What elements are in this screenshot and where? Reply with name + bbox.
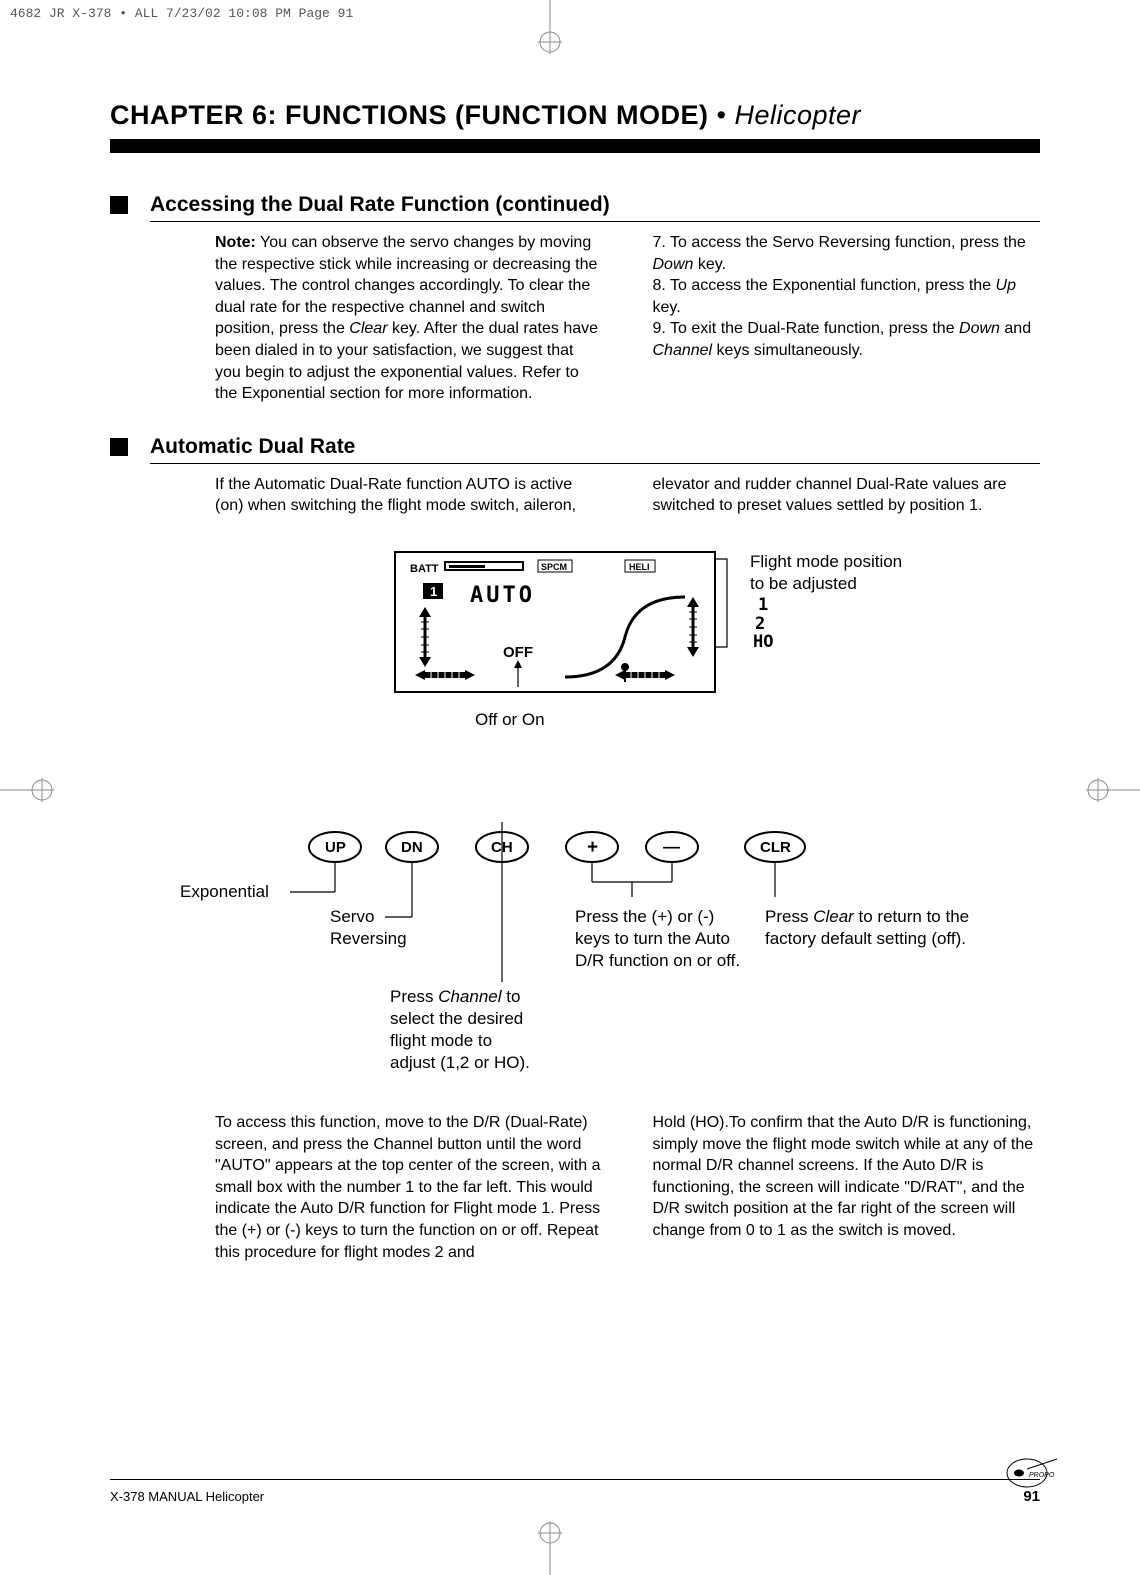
button-dn: DN — [401, 839, 423, 856]
section-2-intro: If the Automatic Dual-Rate function AUTO… — [215, 474, 1040, 517]
lcd-callout-off: Off or On — [475, 710, 545, 729]
step-9a: 9. To exit the Dual-Rate function, press… — [653, 320, 960, 337]
section-1-rule — [150, 221, 1040, 222]
crop-mark-bottom — [510, 1515, 590, 1575]
callout-channel-group: Press Channel to select the desired flig… — [390, 987, 530, 1072]
button-up: UP — [325, 839, 346, 856]
section-1-left-col: Note: You can observe the servo changes … — [215, 232, 603, 405]
section-2-rule — [150, 463, 1040, 464]
lcd-num-box: 1 — [430, 584, 437, 599]
button-diagram-svg: UP DN CH + — CLR Exponential Servo Rever… — [140, 792, 1010, 1072]
callout-servo-1: Servo — [330, 907, 374, 926]
svg-text:Press Channel to: Press Channel to — [390, 987, 520, 1006]
button-plus: + — [587, 837, 598, 858]
lcd-spcm: SPCM — [541, 562, 567, 572]
svg-text:D/R function on or off.: D/R function on or off. — [575, 951, 740, 970]
step-7-down: Down — [653, 256, 694, 273]
crop-mark-right — [1080, 750, 1140, 830]
bottom-right-col: Hold (HO).To confirm that the Auto D/R i… — [653, 1112, 1041, 1263]
chapter-title-bold: CHAPTER 6: FUNCTIONS (FUNCTION MODE) — [110, 100, 708, 130]
section-2-intro-left: If the Automatic Dual-Rate function AUTO… — [215, 474, 603, 517]
step-9b: and — [1000, 320, 1031, 337]
lcd-right-stick — [687, 597, 699, 657]
lcd-diagram: BATT SPCM HELI 1 AUTO — [110, 547, 1040, 772]
bottom-left-col: To access this function, move to the D/R… — [215, 1112, 603, 1263]
callout-ch-a: Press — [390, 987, 438, 1006]
callout-clr-group: Press Clear to return to the factory def… — [765, 907, 969, 948]
lcd-fm-2: 2 — [755, 614, 765, 634]
section-1-heading: Accessing the Dual Rate Function (contin… — [150, 193, 1040, 217]
note-clear-key: Clear — [349, 320, 387, 337]
section-2-intro-right: elevator and rudder channel Dual-Rate va… — [653, 474, 1041, 517]
button-minus: — — [663, 837, 680, 856]
lcd-batt: BATT — [410, 563, 439, 575]
svg-text:keys to turn the Auto: keys to turn the Auto — [575, 929, 730, 948]
callout-clr-ital: Clear — [813, 907, 855, 926]
step-9-down: Down — [959, 320, 1000, 337]
step-8-up: Up — [996, 277, 1016, 294]
step-8b: key. — [653, 299, 681, 316]
step-7b: key. — [693, 256, 726, 273]
chapter-title: CHAPTER 6: FUNCTIONS (FUNCTION MODE) • H… — [110, 100, 1040, 131]
lcd-auto: AUTO — [470, 583, 535, 608]
crop-mark-top — [510, 0, 590, 60]
step-9c: keys simultaneously. — [712, 342, 863, 359]
callout-ch-ital: Channel — [438, 987, 503, 1006]
chapter-divider-bar — [110, 139, 1040, 153]
lcd-svg: BATT SPCM HELI 1 AUTO — [215, 547, 935, 772]
page-footer: X-378 MANUAL Helicopter 91 — [110, 1479, 1040, 1505]
svg-text:PROPO: PROPO — [1029, 1472, 1055, 1479]
button-clr: CLR — [760, 839, 791, 856]
svg-text:adjust (1,2 or HO).: adjust (1,2 or HO). — [390, 1053, 530, 1072]
footer-left: X-378 MANUAL Helicopter — [110, 1489, 264, 1504]
section-1-body: Note: You can observe the servo changes … — [215, 232, 1040, 405]
step-9-channel: Channel — [653, 342, 713, 359]
lcd-off: OFF — [503, 644, 533, 661]
crop-mark-left — [0, 750, 60, 830]
callout-plusminus-group: Press the (+) or (-) keys to turn the Au… — [575, 907, 740, 970]
lcd-callout-fm-1: Flight mode position — [750, 552, 902, 571]
note-label: Note: — [215, 234, 256, 251]
lcd-heli: HELI — [629, 562, 650, 572]
print-job-header: 4682 JR X-378 • ALL 7/23/02 10:08 PM Pag… — [10, 6, 353, 21]
svg-text:Press the (+) or (-): Press the (+) or (-) — [575, 907, 714, 926]
chapter-title-sep: • — [708, 100, 734, 130]
svg-text:select the desired: select the desired — [390, 1009, 523, 1028]
section-marker — [110, 196, 128, 214]
section-marker-2 — [110, 438, 128, 456]
svg-text:flight mode to: flight mode to — [390, 1031, 492, 1050]
section-1-right-col: 7. To access the Servo Reversing functio… — [653, 232, 1041, 405]
svg-text:Press Clear to return to the: Press Clear to return to the — [765, 907, 969, 926]
lcd-fm-ho: HO — [753, 632, 773, 652]
section-2-heading: Automatic Dual Rate — [150, 435, 1040, 459]
callout-servo-2: Reversing — [330, 929, 407, 948]
button-diagram: UP DN CH + — CLR Exponential Servo Rever… — [110, 792, 1040, 1072]
callout-exponential: Exponential — [180, 882, 269, 901]
lcd-left-stick — [419, 607, 431, 667]
step-7a: 7. To access the Servo Reversing functio… — [653, 234, 1026, 251]
svg-text:factory default setting (off).: factory default setting (off). — [765, 929, 966, 948]
step-8a: 8. To access the Exponential function, p… — [653, 277, 996, 294]
chapter-title-italic: Helicopter — [734, 100, 861, 130]
lcd-fm-1: 1 — [758, 595, 768, 615]
footer-page-number: 91 — [1023, 1488, 1040, 1505]
section-1-heading-row: Accessing the Dual Rate Function (contin… — [110, 193, 1040, 217]
callout-clr-a: Press — [765, 907, 813, 926]
lcd-callout-fm-2: to be adjusted — [750, 574, 857, 593]
bottom-body: To access this function, move to the D/R… — [215, 1112, 1040, 1263]
section-2-heading-row: Automatic Dual Rate — [110, 435, 1040, 459]
